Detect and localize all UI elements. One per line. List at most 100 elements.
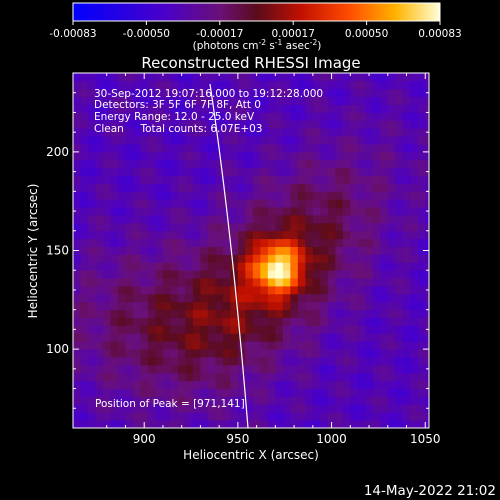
heatmap-cell xyxy=(192,207,201,216)
heatmap-cell xyxy=(387,246,396,255)
heatmap-cell xyxy=(237,199,246,208)
heatmap-cell xyxy=(335,364,344,374)
heatmap-cell xyxy=(290,207,299,216)
heatmap-cell xyxy=(155,246,164,255)
heatmap-cell xyxy=(305,191,314,200)
annotation-time-range: 30-Sep-2012 19:07:16.000 to 19:12:28.000 xyxy=(94,88,323,100)
heatmap-cell xyxy=(402,112,411,121)
heatmap-cell xyxy=(177,222,186,232)
heatmap-cell xyxy=(215,364,224,374)
heatmap-cell xyxy=(267,396,276,405)
heatmap-cell xyxy=(357,309,366,318)
heatmap-cell xyxy=(395,175,404,184)
heatmap-cell xyxy=(222,388,231,397)
heatmap-cell xyxy=(87,222,96,232)
heatmap-cell xyxy=(125,144,134,153)
heatmap-cell xyxy=(87,88,96,98)
heatmap-cell xyxy=(185,104,194,113)
heatmap-cell xyxy=(425,293,429,303)
heatmap-cell xyxy=(245,144,254,153)
heatmap-cell xyxy=(365,191,374,200)
heatmap-cell xyxy=(410,420,419,428)
heatmap-cell xyxy=(110,420,119,428)
heatmap-cell xyxy=(290,262,299,271)
heatmap-cell xyxy=(192,364,201,374)
heatmap-cell xyxy=(297,136,306,145)
heatmap-cell xyxy=(73,215,81,224)
heatmap-cell xyxy=(282,151,291,161)
heatmap-cell xyxy=(417,230,426,240)
heatmap-cell xyxy=(357,120,366,129)
heatmap-cell xyxy=(170,207,179,216)
heatmap-cell xyxy=(290,199,299,208)
heatmap-cell xyxy=(245,88,254,98)
heatmap-cell xyxy=(380,167,389,176)
heatmap-cell xyxy=(312,136,321,145)
heatmap-cell xyxy=(327,317,336,326)
heatmap-cell xyxy=(87,262,96,271)
annotation-detectors: Detectors: 3F 5F 6F 7F 8F, Att 0 xyxy=(94,99,261,111)
heatmap-cell xyxy=(185,128,194,137)
heatmap-cell xyxy=(245,215,254,224)
heatmap-cell xyxy=(267,222,276,232)
heatmap-cell xyxy=(125,278,134,287)
heatmap-cell xyxy=(402,357,411,366)
heatmap-cell xyxy=(252,120,261,129)
heatmap-cell xyxy=(402,404,411,413)
heatmap-cell xyxy=(245,80,254,90)
heatmap-cell xyxy=(192,144,201,153)
heatmap-cell xyxy=(380,301,389,311)
heatmap-cell xyxy=(207,333,216,342)
heatmap-cell xyxy=(365,104,374,113)
heatmap-cell xyxy=(335,309,344,318)
heatmap-cell xyxy=(267,388,276,397)
heatmap-cell xyxy=(192,175,201,184)
heatmap-cell xyxy=(350,207,359,216)
heatmap-cell xyxy=(380,136,389,145)
heatmap-cell xyxy=(320,341,329,350)
heatmap-cell xyxy=(305,396,314,405)
heatmap-cell xyxy=(267,144,276,153)
heatmap-cell xyxy=(417,404,426,413)
heatmap-cell xyxy=(80,278,89,287)
heatmap-cell xyxy=(87,270,96,279)
heatmap-cell xyxy=(402,73,411,82)
heatmap-cell xyxy=(177,349,186,358)
heatmap-cell xyxy=(237,301,246,311)
heatmap-cell xyxy=(185,412,194,421)
heatmap-cell xyxy=(73,301,81,311)
heatmap-cell xyxy=(230,191,239,200)
heatmap-cell xyxy=(192,349,201,358)
heatmap-cell xyxy=(282,73,291,82)
heatmap-cell xyxy=(207,301,216,311)
heatmap-cell xyxy=(80,73,89,82)
heatmap-cell xyxy=(110,246,119,255)
heatmap-cell xyxy=(252,199,261,208)
heatmap-cell xyxy=(335,278,344,287)
heatmap-cell xyxy=(230,341,239,350)
heatmap-cell xyxy=(102,420,111,428)
heatmap-cell xyxy=(95,96,104,105)
heatmap-cell xyxy=(125,120,134,129)
heatmap-cell xyxy=(350,270,359,279)
heatmap-cell xyxy=(335,357,344,366)
heatmap-cell xyxy=(200,230,209,240)
heatmap-cell xyxy=(297,325,306,334)
heatmap-cell xyxy=(140,175,149,184)
heatmap-cell xyxy=(417,412,426,421)
heatmap-cell xyxy=(230,88,239,98)
heatmap-cell xyxy=(267,372,276,382)
heatmap-cell xyxy=(170,183,179,192)
heatmap-cell xyxy=(140,215,149,224)
heatmap-cell xyxy=(170,215,179,224)
heatmap-cell xyxy=(87,254,96,263)
heatmap-cell xyxy=(252,380,261,389)
heatmap-cell xyxy=(80,286,89,295)
x-tick-label: 1000 xyxy=(316,432,347,446)
heatmap-cell xyxy=(155,104,164,113)
heatmap-cell xyxy=(312,349,321,358)
heatmap-cell xyxy=(350,88,359,98)
heatmap-cell xyxy=(357,215,366,224)
heatmap-cell xyxy=(290,372,299,382)
heatmap-cell xyxy=(237,293,246,303)
